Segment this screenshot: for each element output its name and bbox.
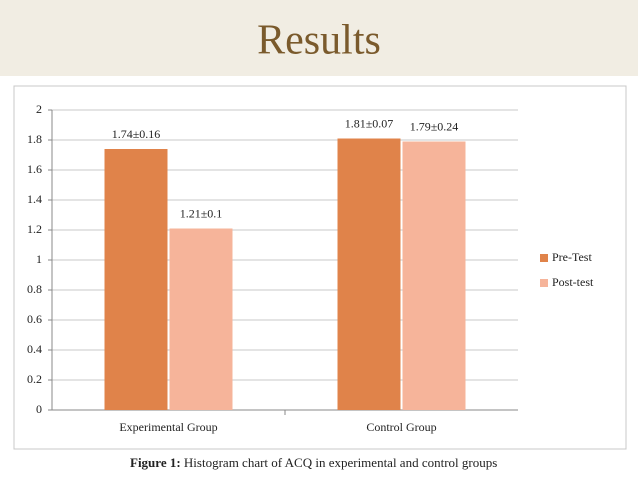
- slide-title: Results: [257, 18, 381, 64]
- legend-swatch: [540, 279, 548, 287]
- y-tick-label: 0: [36, 402, 42, 416]
- caption: Figure 1: Histogram chart of ACQ in expe…: [130, 455, 497, 470]
- bar: [402, 141, 466, 410]
- y-tick-label: 1.8: [27, 132, 42, 146]
- y-tick-label: 0.8: [27, 282, 42, 296]
- bar: [104, 149, 168, 410]
- caption-text: Histogram chart of ACQ in experimental a…: [184, 455, 497, 470]
- y-tick-label: 1.4: [27, 192, 42, 206]
- legend-label: Post-test: [552, 275, 594, 289]
- title-band: [0, 0, 638, 76]
- y-tick-label: 2: [36, 102, 42, 116]
- bar: [337, 138, 401, 410]
- x-tick-label: Control Group: [366, 420, 436, 434]
- y-tick-label: 1: [36, 252, 42, 266]
- y-tick-label: 1.6: [27, 162, 42, 176]
- value-label: 1.79±0.24: [410, 119, 459, 133]
- bar: [169, 228, 233, 410]
- y-tick-label: 0.6: [27, 312, 42, 326]
- y-tick-label: 0.2: [27, 372, 42, 386]
- y-tick-label: 1.2: [27, 222, 42, 236]
- legend-label: Pre-Test: [552, 250, 592, 264]
- x-tick-label: Experimental Group: [119, 420, 217, 434]
- legend-swatch: [540, 254, 548, 262]
- caption-label: Figure 1:: [130, 455, 181, 470]
- value-label: 1.81±0.07: [345, 116, 394, 130]
- y-tick-label: 0.4: [27, 342, 42, 356]
- value-label: 1.74±0.16: [112, 127, 161, 141]
- value-label: 1.21±0.1: [180, 206, 223, 220]
